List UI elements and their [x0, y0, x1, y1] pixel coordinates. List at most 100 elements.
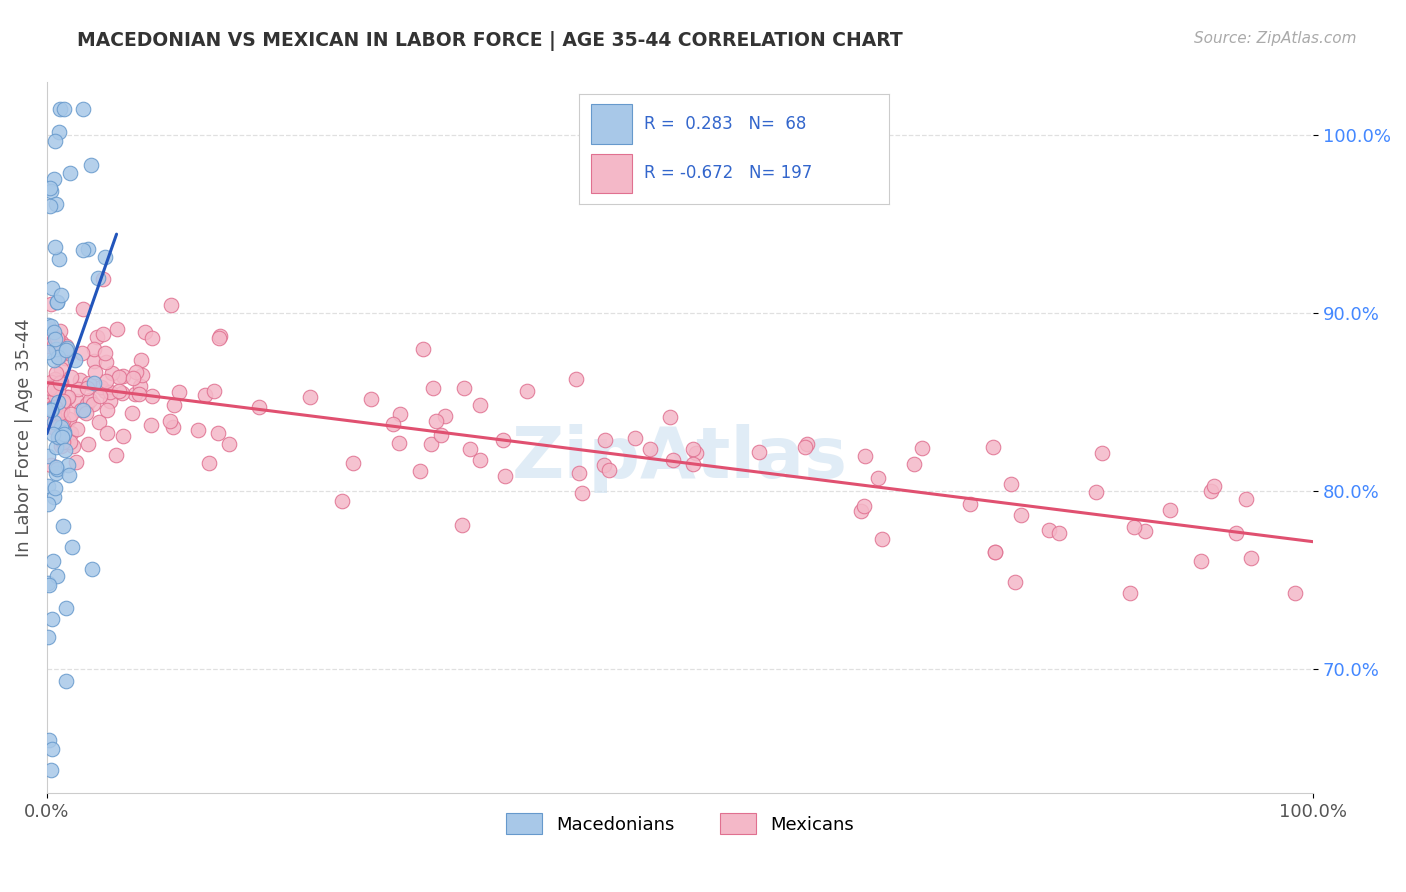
Point — [959, 496, 981, 510]
Point — [1189, 554, 1212, 568]
Point — [38, 418, 60, 433]
Point — [52, 426, 75, 441]
Point — [37, 497, 59, 511]
Point — [39, 180, 62, 194]
Point — [72, 102, 94, 116]
Point — [983, 544, 1005, 558]
Point — [125, 366, 148, 380]
Point — [39, 412, 62, 426]
Point — [96, 403, 118, 417]
Point — [41, 401, 63, 415]
Point — [1000, 477, 1022, 491]
Y-axis label: In Labor Force | Age 35-44: In Labor Force | Age 35-44 — [15, 318, 32, 557]
Point — [412, 343, 434, 357]
Point — [80, 158, 103, 172]
Point — [105, 322, 128, 336]
Point — [49, 375, 72, 389]
Point — [494, 469, 516, 483]
Point — [77, 376, 100, 391]
Point — [90, 380, 112, 394]
Point — [48, 335, 70, 350]
Point — [49, 402, 72, 417]
Point — [46, 351, 69, 365]
Point — [87, 271, 110, 285]
Point — [409, 464, 432, 478]
Point — [82, 397, 104, 411]
Point — [209, 328, 232, 343]
Point — [51, 402, 73, 417]
Point — [44, 482, 66, 496]
Point — [38, 733, 60, 747]
Point — [208, 331, 231, 345]
Point — [218, 437, 240, 451]
Point — [49, 102, 72, 116]
Point — [682, 457, 704, 471]
Point — [141, 388, 163, 402]
Point — [44, 400, 66, 414]
Point — [121, 406, 143, 420]
Point — [51, 343, 73, 357]
Point — [79, 393, 101, 408]
Point — [45, 466, 67, 480]
Point — [39, 322, 62, 336]
Point — [1119, 586, 1142, 600]
Point — [468, 453, 491, 467]
Point — [96, 426, 118, 441]
Point — [42, 419, 65, 434]
Point — [112, 429, 135, 443]
Point — [422, 381, 444, 395]
Text: MACEDONIAN VS MEXICAN IN LABOR FORCE | AGE 35-44 CORRELATION CHART: MACEDONIAN VS MEXICAN IN LABOR FORCE | A… — [77, 31, 903, 51]
Point — [48, 124, 70, 138]
Point — [1047, 526, 1070, 541]
Point — [49, 288, 72, 302]
Point — [49, 376, 72, 390]
Point — [77, 437, 100, 451]
Point — [58, 412, 80, 426]
Point — [38, 578, 60, 592]
Point — [52, 435, 75, 450]
Point — [93, 345, 115, 359]
Point — [91, 327, 114, 342]
Point — [70, 403, 93, 417]
Point — [39, 381, 62, 395]
Point — [685, 446, 707, 460]
Point — [39, 325, 62, 339]
Point — [388, 435, 411, 450]
Point — [39, 319, 62, 334]
Point — [41, 400, 63, 414]
Point — [41, 553, 63, 567]
Point — [44, 134, 66, 148]
Point — [1010, 508, 1032, 522]
Point — [76, 242, 98, 256]
Point — [49, 334, 72, 349]
Point — [623, 431, 645, 445]
Point — [39, 185, 62, 199]
Point — [39, 458, 62, 472]
Point — [202, 384, 225, 398]
Point — [450, 518, 472, 533]
Point — [94, 355, 117, 369]
Point — [492, 433, 515, 447]
Point — [52, 394, 75, 409]
Point — [66, 394, 89, 409]
Point — [93, 384, 115, 398]
Point — [129, 353, 152, 368]
Point — [53, 351, 76, 365]
Point — [42, 338, 65, 352]
Point — [69, 373, 91, 387]
Point — [44, 389, 66, 403]
Point — [53, 425, 76, 440]
Point — [565, 371, 588, 385]
Point — [51, 362, 73, 376]
Point — [911, 441, 934, 455]
Point — [49, 417, 72, 432]
Point — [388, 407, 411, 421]
Point — [76, 381, 98, 395]
Point — [49, 406, 72, 420]
Point — [1091, 446, 1114, 460]
Point — [38, 399, 60, 413]
Point — [748, 445, 770, 459]
Point — [207, 425, 229, 440]
Point — [37, 323, 59, 337]
Point — [39, 402, 62, 417]
